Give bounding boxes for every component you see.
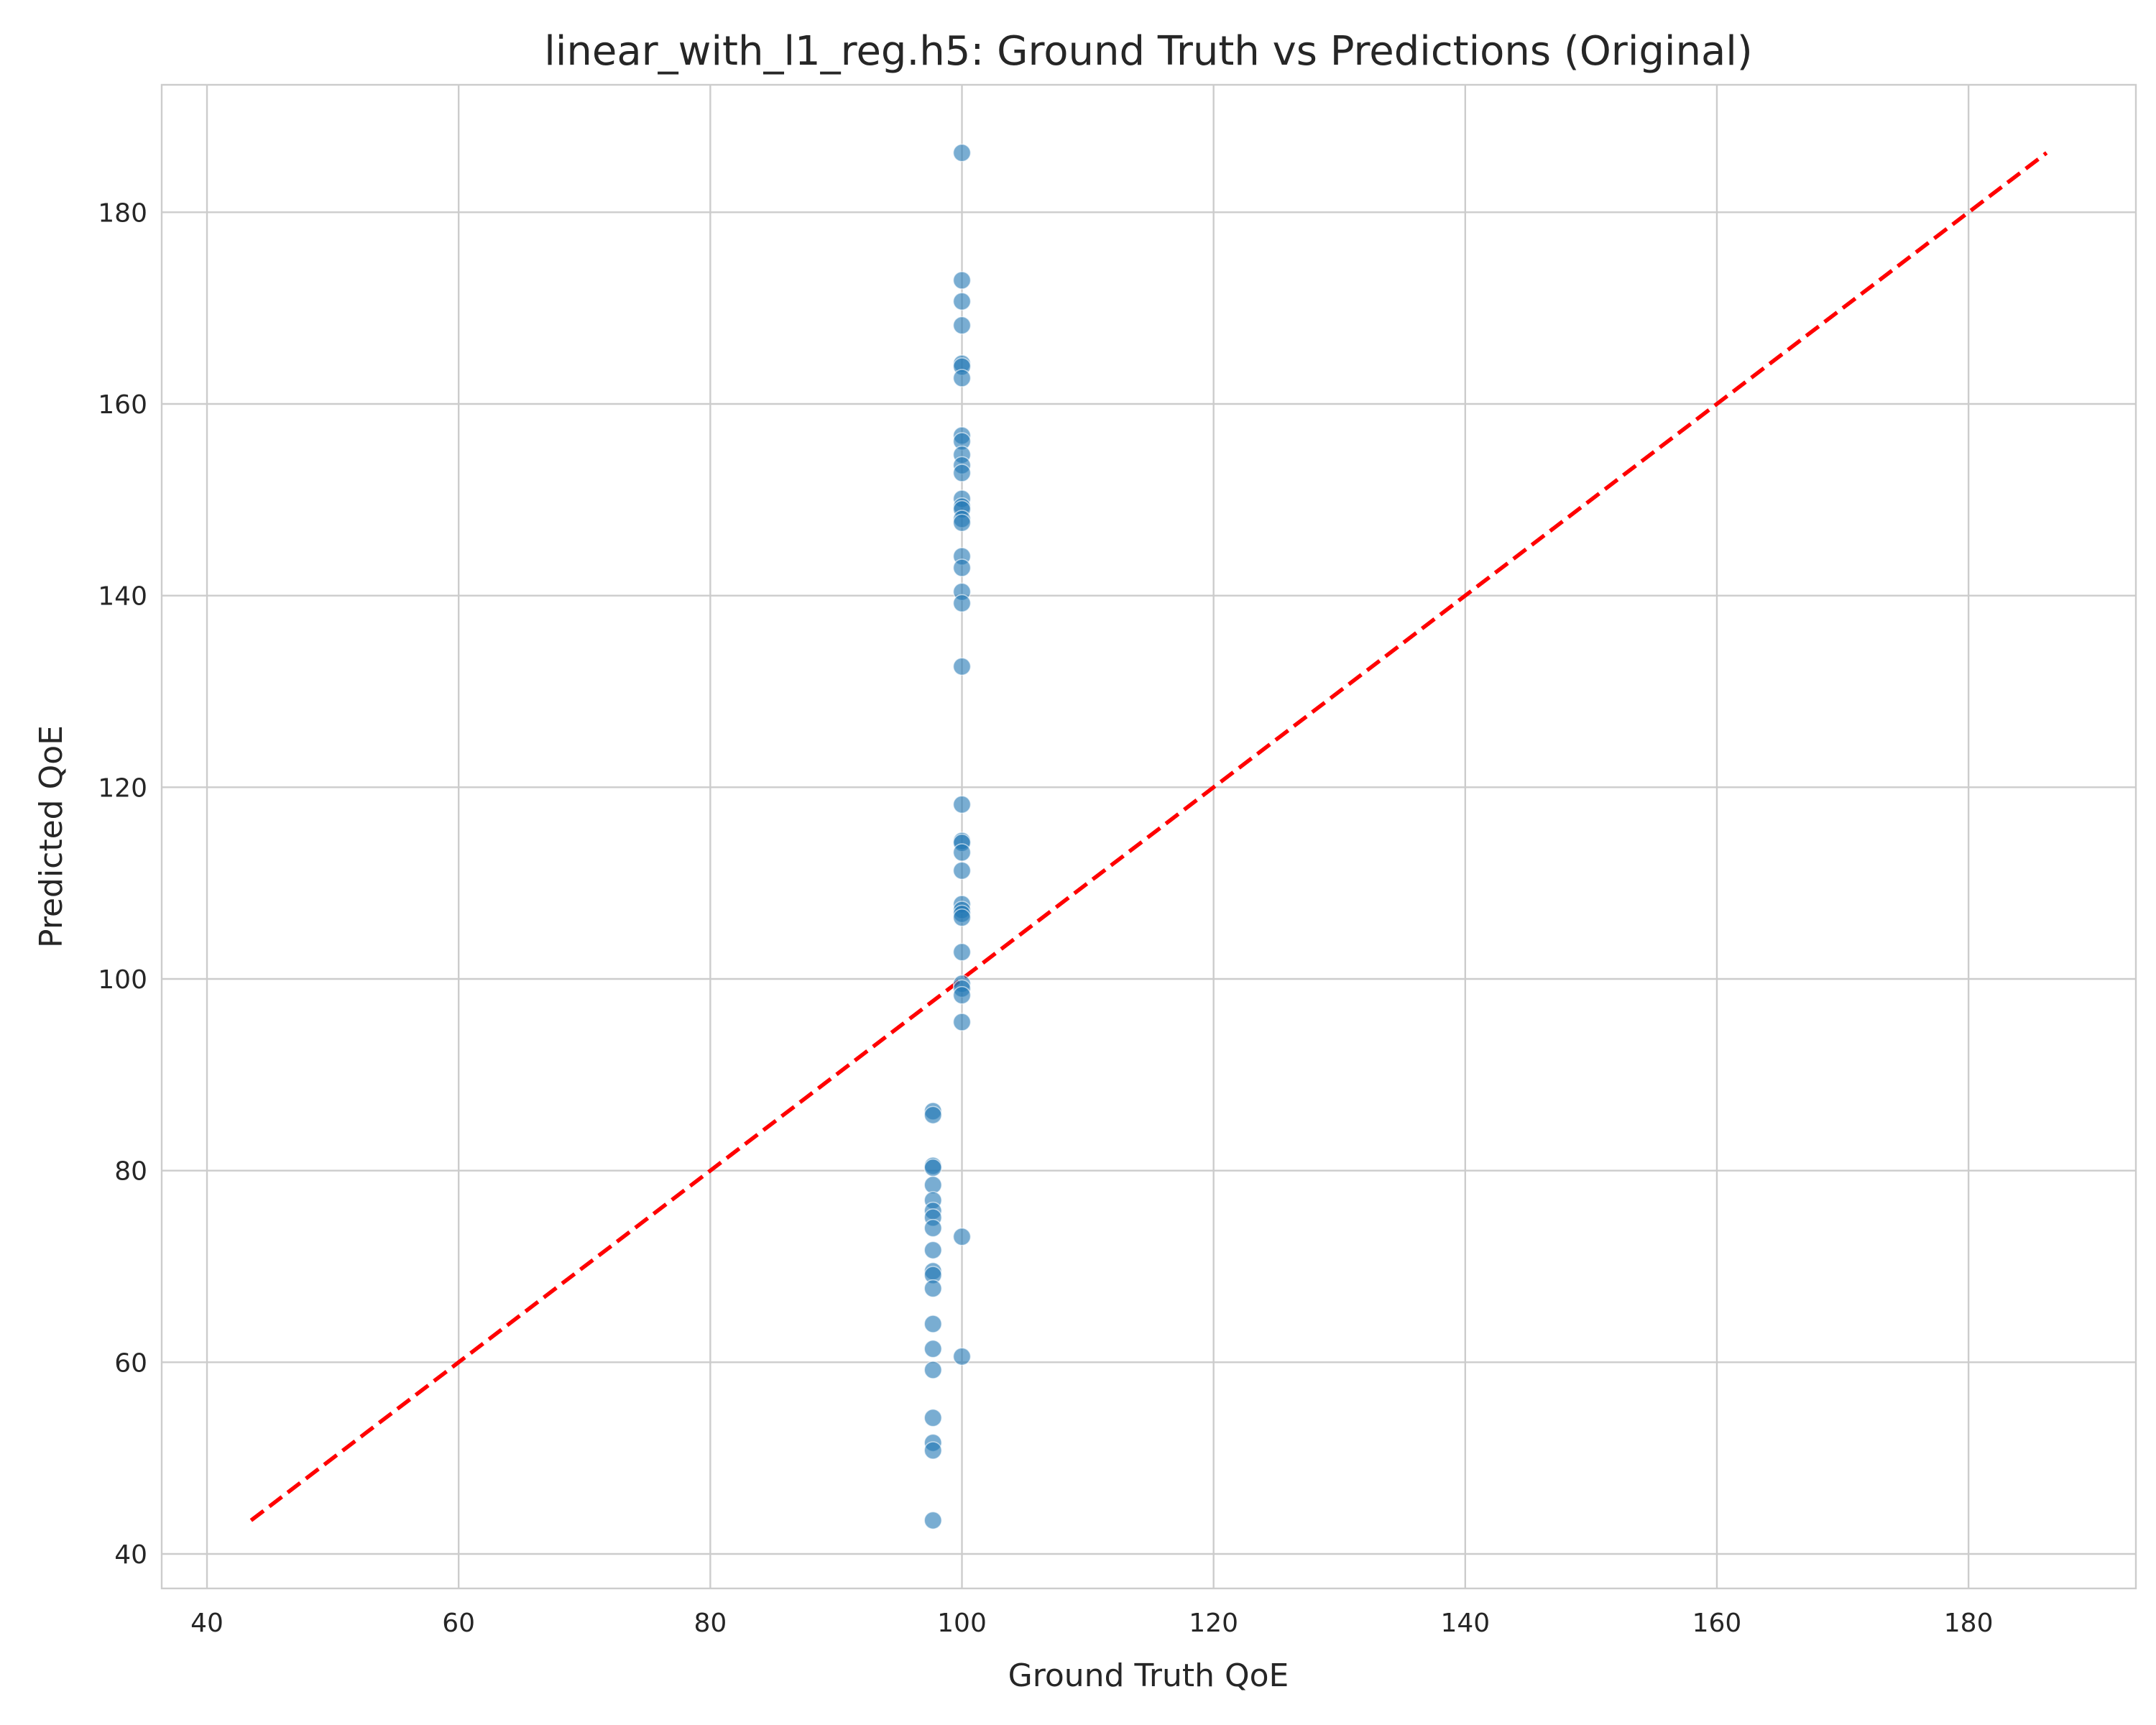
x-axis-label: Ground Truth QoE <box>1008 1657 1289 1694</box>
data-point <box>923 1441 942 1460</box>
data-point <box>952 942 972 962</box>
x-tick-label: 140 <box>1440 1609 1490 1638</box>
y-tick-label: 160 <box>98 390 147 420</box>
grid-lines <box>162 85 2136 1588</box>
x-tick-label: 120 <box>1189 1609 1238 1638</box>
x-tick-label: 100 <box>937 1609 987 1638</box>
data-point <box>952 292 972 311</box>
data-point <box>923 1218 942 1238</box>
data-point <box>923 1158 942 1177</box>
data-point <box>952 271 972 290</box>
reference-line <box>249 151 2048 1522</box>
data-point <box>952 985 972 1005</box>
data-point <box>952 861 972 880</box>
data-point <box>923 1279 942 1298</box>
x-tick-label: 80 <box>694 1609 727 1638</box>
x-tick-label: 60 <box>442 1609 475 1638</box>
data-point <box>952 657 972 676</box>
data-point <box>923 1408 942 1427</box>
data-point <box>923 1241 942 1260</box>
data-point <box>952 843 972 862</box>
points-layer <box>923 143 972 1530</box>
data-point <box>923 1361 942 1379</box>
y-tick-labels: 40 60 80 100 120 140 160 180 <box>98 198 147 1570</box>
data-point <box>923 1105 942 1125</box>
data-point <box>923 1315 942 1333</box>
y-tick-label: 100 <box>98 965 147 995</box>
y-tick-label: 120 <box>98 773 147 803</box>
y-tick-label: 180 <box>98 198 147 228</box>
y-tick-label: 140 <box>98 582 147 612</box>
reference-line-layer <box>249 151 2048 1522</box>
x-tick-label: 40 <box>190 1609 224 1638</box>
data-point <box>952 1347 972 1366</box>
data-point <box>952 594 972 613</box>
y-tick-label: 60 <box>114 1348 147 1378</box>
y-tick-label: 40 <box>114 1540 147 1570</box>
y-axis-label: Predicted QoE <box>33 725 70 948</box>
data-point <box>952 513 972 533</box>
data-point <box>923 1511 942 1530</box>
data-point <box>952 795 972 814</box>
data-point <box>952 316 972 335</box>
chart-title: linear_with_l1_reg.h5: Ground Truth vs P… <box>544 28 1752 75</box>
data-point <box>952 1013 972 1031</box>
data-point <box>952 143 972 162</box>
data-point <box>923 1175 942 1195</box>
x-tick-labels: 40 60 80 100 120 140 160 180 <box>190 1609 1993 1638</box>
x-tick-label: 180 <box>1944 1609 1994 1638</box>
data-point <box>952 464 972 482</box>
data-point <box>952 558 972 577</box>
data-point <box>952 1227 972 1246</box>
plot-frame <box>160 83 2137 1590</box>
data-point <box>952 908 972 927</box>
x-tick-label: 160 <box>1692 1609 1742 1638</box>
y-tick-label: 80 <box>114 1157 147 1187</box>
data-point <box>952 369 972 387</box>
data-point <box>923 1339 942 1358</box>
